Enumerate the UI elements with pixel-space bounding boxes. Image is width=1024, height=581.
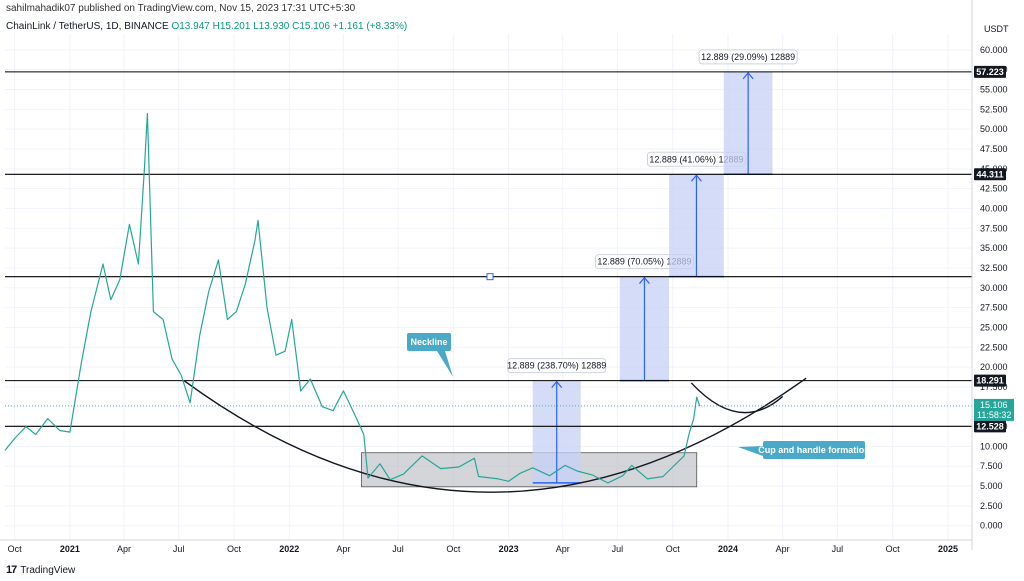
cup-curve (183, 377, 807, 493)
neckline-callout-pointer (437, 351, 453, 377)
y-tick-label: 25.000 (980, 322, 1008, 332)
y-tick-label: 0.000 (980, 521, 1003, 531)
y-tick-label: 20.000 (980, 362, 1008, 372)
publisher-text: sahilmahadik07 published on TradingView.… (6, 3, 356, 14)
y-tick-label: 37.500 (980, 223, 1008, 233)
y-tick-label: 55.000 (980, 85, 1008, 95)
y-tick-label: 7.500 (980, 461, 1003, 471)
cup-handle-callout-text: Cup and handle formation (758, 445, 870, 455)
x-tick-label: 2024 (718, 544, 738, 554)
x-tick-label: Oct (8, 544, 23, 554)
x-tick-label: Jul (173, 544, 185, 554)
tradingview-brand[interactable]: 17 TradingView (6, 564, 75, 576)
x-tick-label: 2021 (60, 544, 80, 554)
x-axis: Oct 2021 Apr Jul Oct 2022 Apr Jul Oct 2023 Apr Jul O… (0, 539, 972, 554)
y-tick-label: 35.000 (980, 243, 1008, 253)
y-tick-label: 32.500 (980, 263, 1008, 273)
y-tick-label: 52.500 (980, 104, 1008, 114)
x-tick-label: 2025 (938, 544, 958, 554)
symbol-info: ChainLink / TetherUS, 1D, BINANCE O13.94… (6, 21, 407, 32)
handle-curve (690, 382, 784, 414)
level-price-label: 18.291 (976, 376, 1004, 386)
projection-label-box (507, 358, 607, 374)
projection-arrowhead (638, 276, 650, 285)
y-tick-label: 60.000 (980, 45, 1008, 55)
x-tick-label: Oct (227, 544, 242, 554)
x-tick-label: Jul (832, 544, 844, 554)
publisher-bar: sahilmahadik07 published on TradingView.… (0, 0, 1024, 18)
current-price-label: 15.106 (980, 400, 1008, 410)
y-tick-label: 50.000 (980, 124, 1008, 134)
level-price-badge (974, 168, 1006, 181)
level-price-label: 57.223 (976, 67, 1004, 77)
target-projections: 12.889 (238.70%) 12889 12.889 (70.05%) 12… (507, 49, 798, 484)
level-price-label: 44.311 (976, 169, 1003, 179)
x-tick-label: Jul (392, 544, 404, 554)
y-tick-label: 5.000 (980, 481, 1003, 491)
neckline-callout-box (407, 333, 451, 351)
y-tick-label: 47.500 (980, 144, 1008, 154)
y-tick-label: 40.000 (980, 203, 1008, 213)
x-tick-label: Apr (336, 544, 350, 554)
y-tick-label: 30.000 (980, 283, 1008, 293)
x-tick-label: 2022 (279, 544, 299, 554)
symbol-name: ChainLink / TetherUS, 1D, BINANCE (6, 21, 169, 32)
projection-arrowhead (551, 380, 563, 389)
neckline-callout-text: Neckline (410, 337, 447, 347)
y-tick-label: 22.500 (980, 342, 1008, 352)
brand-name: TradingView (20, 564, 76, 576)
x-tick-label: Oct (446, 544, 461, 554)
y-tick-label: 2.500 (980, 501, 1003, 511)
annotations: Neckline Cup and handle formation (407, 333, 870, 459)
level-handle (486, 273, 494, 281)
projection-label: 12.889 (238.70%) 12889 (507, 361, 606, 371)
level-price-label: 12.528 (976, 421, 1004, 431)
projection-label-box (698, 49, 798, 65)
level-price-badge (974, 374, 1006, 387)
projection-label: 12.889 (29.09%) 12889 (701, 52, 795, 62)
horizontal-levels (5, 71, 972, 427)
x-tick-label: Oct (886, 544, 901, 554)
x-tick-label: 2023 (499, 544, 519, 554)
cup-and-handle-curves (183, 377, 807, 493)
y-tick-label: 42.500 (980, 184, 1008, 194)
y-axis: 0.0002.5005.0007.50010.00012.50015.00017… (971, 0, 1014, 550)
ohlc-values: O13.947 H15.201 L13.930 C15.106 +1.161 (… (171, 21, 408, 32)
y-tick-label: 17.500 (980, 382, 1008, 392)
current-price-badge (974, 398, 1014, 421)
x-tick-label: Oct (666, 544, 681, 554)
x-tick-label: Apr (776, 544, 790, 554)
currency-label[interactable]: USDT (984, 24, 1009, 34)
x-tick-label: Jul (612, 544, 624, 554)
x-tick-label: Apr (556, 544, 570, 554)
cup-handle-callout-pointer (738, 446, 763, 456)
level-price-badge (974, 420, 1006, 433)
countdown-label: 11:58:32 (977, 410, 1011, 420)
level-price-badge (974, 65, 1006, 78)
projection-arrowhead (742, 71, 754, 80)
price-line (4, 112, 701, 484)
y-tick-label: 27.500 (980, 303, 1008, 313)
x-tick-label: Apr (117, 544, 131, 554)
projection-label: 12.889 (70.05%) 12889 (597, 257, 691, 267)
projection-label: 12.889 (41.06%) 12889 (649, 154, 743, 164)
cup-handle-callout-box (763, 441, 865, 459)
projection-arrowhead (690, 174, 702, 182)
price-series (4, 112, 972, 484)
tradingview-logo-icon: 17 (6, 564, 17, 576)
y-tick-label: 10.000 (980, 441, 1008, 451)
